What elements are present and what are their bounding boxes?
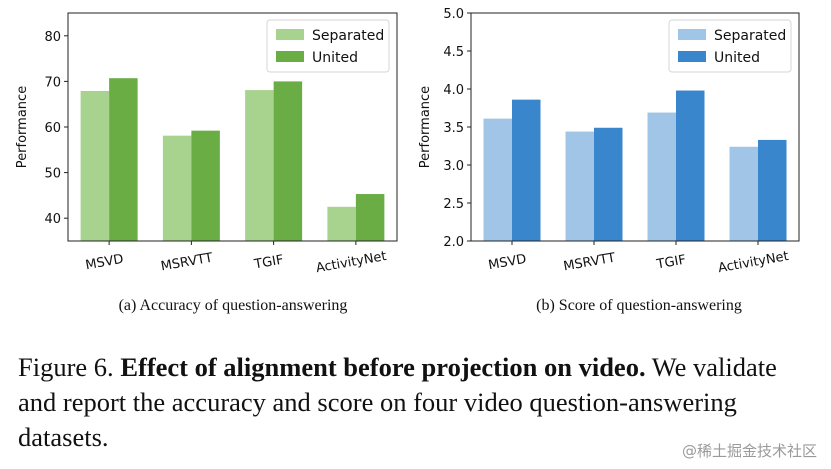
y-tick-label: 50 [44,167,61,182]
legend-label-united: United [312,50,358,66]
legend-swatch-separated [678,29,706,40]
legend-label-united: United [714,50,760,66]
x-tick-label-activitynet: ActivityNet [315,249,388,276]
y-axis-label: Performance [418,86,433,168]
y-tick-label: 60 [44,121,61,136]
legend: Separated United [668,19,792,73]
x-tick-label-tgif: TGIF [655,253,687,273]
y-tick-label: 40 [44,212,61,227]
caption-text: We validate and report the accuracy and … [18,352,777,452]
y-tick-label: 4.5 [443,45,464,60]
x-tick-label-msvd: MSVD [84,252,124,273]
figure-charts: MSVD MSRVTT TGIF ActivityNet 40 50 60 70 80 Perfo… [15,7,800,314]
legend-swatch-separated [276,29,304,40]
bar-activitynet-united [355,194,385,241]
legend-label-separated: Separated [312,28,384,44]
chart-panel-1: MSVD MSRVTT TGIF ActivityNet 40 50 60 70 80 Perfo… [15,12,398,314]
bar-msrvtt-separated [162,135,192,241]
y-tick-label: 3.5 [443,121,464,136]
y-tick-label: 5.0 [443,7,464,22]
bar-activitynet-separated [327,206,356,241]
subcaption: (b) Score of question-answering [536,297,742,314]
legend-swatch-united [678,51,706,62]
figure-caption: Figure 6. Effect of alignment before pro… [18,350,818,455]
bar-msvd-united [109,78,138,241]
legend-label-separated: Separated [714,28,786,44]
y-tick-label: 80 [44,30,61,45]
bar-msrvtt-separated [565,131,594,241]
bar-msvd-united [512,99,541,241]
bar-msvd-separated [80,90,110,241]
bar-tgif-separated [245,90,274,242]
caption-prefix: Figure 6. [18,352,121,382]
bar-tgif-united [273,81,303,242]
bar-msvd-separated [483,118,512,241]
y-tick-label: 70 [44,75,61,90]
x-tick-label-tgif: TGIF [252,253,284,273]
y-tick-label: 4.0 [443,83,464,98]
legend-swatch-united [276,51,304,62]
bar-tgif-united [676,90,705,242]
y-axis-label: Performance [15,86,30,168]
subcaption: (a) Accuracy of question-answering [119,297,348,314]
bar-activitynet-united [758,139,787,241]
caption-title: Effect of alignment before projection on… [120,352,646,382]
x-tick-label-msrvtt: MSRVTT [562,251,616,275]
bar-msrvtt-united [191,130,220,241]
x-tick-label-activitynet: ActivityNet [717,249,790,276]
watermark: @稀土掘金技术社区 [681,442,817,460]
y-tick-label: 2.0 [443,235,464,250]
chart-panel-2: MSVD MSRVTT TGIF ActivityNet 2.0 2.5 3.0 3.5 4.0… [418,7,800,314]
bar-tgif-separated [647,112,676,241]
bar-activitynet-separated [729,146,758,241]
legend: Separated United [266,19,390,73]
x-tick-label-msrvtt: MSRVTT [160,251,214,275]
bar-msrvtt-united [594,127,623,241]
x-tick-label-msvd: MSVD [487,252,527,273]
y-tick-label: 2.5 [443,197,464,212]
y-tick-label: 3.0 [443,159,464,174]
